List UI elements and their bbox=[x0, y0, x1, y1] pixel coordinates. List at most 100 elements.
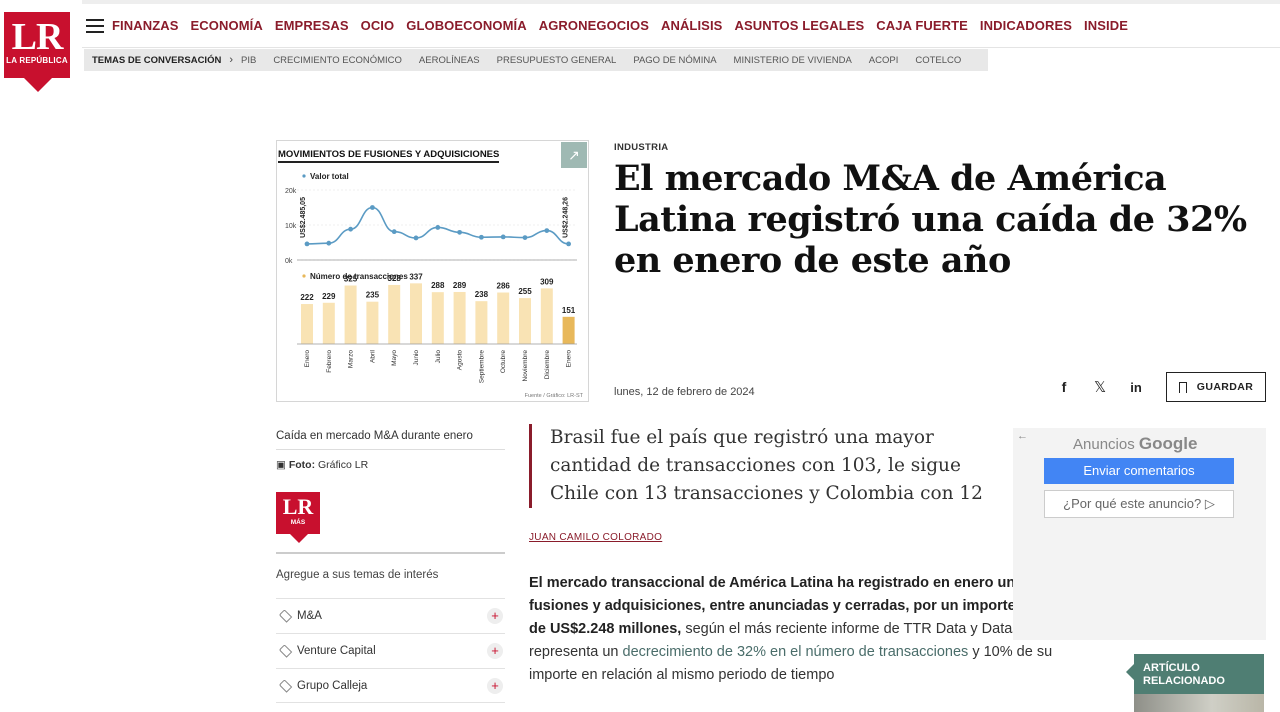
interest-tag-row[interactable]: Grupo Calleja + bbox=[276, 668, 505, 703]
value-point bbox=[391, 229, 397, 235]
send-feedback-button[interactable]: Enviar comentarios bbox=[1044, 458, 1234, 484]
chevron-right-icon: › bbox=[229, 54, 233, 66]
author-link[interactable]: JUAN CAMILO COLORADO bbox=[529, 532, 663, 543]
article-chart-figure[interactable]: Valor total 20k 10k 0k US$2.485,05 US$2.248,2… bbox=[276, 140, 589, 402]
bar-value-label: 286 bbox=[497, 282, 511, 291]
legend-marker bbox=[302, 174, 306, 178]
expand-icon[interactable]: ↗ bbox=[561, 142, 587, 168]
topic-link[interactable]: PIB bbox=[241, 54, 257, 66]
transaction-bar bbox=[540, 288, 553, 344]
nav-item[interactable]: FINANZAS bbox=[112, 18, 179, 33]
nav-item[interactable]: INSIDE bbox=[1084, 18, 1128, 33]
bar-value-label: 309 bbox=[540, 277, 554, 286]
nav-item[interactable]: EMPRESAS bbox=[274, 18, 349, 33]
topic-link[interactable]: MINISTERIO DE VIVIENDA bbox=[733, 54, 852, 66]
lr-mas-tail bbox=[290, 534, 308, 543]
site-logo[interactable]: LR LA REPÚBLICA bbox=[4, 12, 70, 92]
nav-item[interactable]: GLOBOECONOMÍA bbox=[406, 18, 527, 33]
ad-panel: ← Anuncios Google Enviar comentarios ¿Po… bbox=[1013, 428, 1266, 640]
tag-icon bbox=[278, 609, 293, 623]
nav-item[interactable]: ASUNTOS LEGALES bbox=[734, 18, 865, 33]
y-tick-label: 10k bbox=[285, 223, 297, 230]
photo-credit-value: Gráfico LR bbox=[318, 459, 369, 471]
article-section[interactable]: INDUSTRIA bbox=[614, 142, 669, 153]
category-label: Junio bbox=[413, 350, 420, 366]
chart-title: MOVIMIENTOS DE FUSIONES Y ADQUISICIONES bbox=[278, 149, 500, 163]
facebook-share-icon[interactable]: f bbox=[1061, 379, 1067, 395]
lr-mas-mark: LR bbox=[282, 494, 314, 519]
transaction-bar bbox=[453, 291, 466, 344]
value-point bbox=[304, 241, 310, 247]
x-share-icon[interactable]: 𝕏 bbox=[1093, 379, 1107, 396]
photo-credit-label: Foto: bbox=[288, 459, 316, 471]
main-nav: FINANZAS ECONOMÍA EMPRESAS OCIO GLOBOECO… bbox=[112, 18, 1140, 33]
logo-mark: LR bbox=[11, 16, 64, 58]
topic-link[interactable]: COTELCO bbox=[915, 54, 962, 66]
category-label: Julio bbox=[435, 350, 442, 364]
interest-tag-row[interactable]: Venture Capital + bbox=[276, 633, 505, 668]
tag-label: Venture Capital bbox=[297, 645, 376, 657]
topic-link[interactable]: PRESUPUESTO GENERAL bbox=[496, 54, 617, 66]
ad-title-brand: Google bbox=[1138, 434, 1198, 453]
nav-item[interactable]: OCIO bbox=[360, 18, 395, 33]
tag-icon bbox=[278, 644, 293, 658]
why-this-ad-button[interactable]: ¿Por qué este anuncio? ▷ bbox=[1044, 490, 1234, 518]
transaction-bar bbox=[431, 292, 444, 344]
transaction-bar bbox=[322, 302, 335, 344]
add-tag-icon[interactable]: + bbox=[487, 677, 503, 694]
transaction-bar bbox=[366, 301, 379, 344]
category-label: Mayo bbox=[391, 350, 398, 366]
add-tag-icon[interactable]: + bbox=[487, 643, 503, 659]
category-label: Febrero bbox=[326, 350, 333, 373]
value-point bbox=[500, 234, 506, 240]
interest-topics-label: Agregue a sus temas de interés bbox=[276, 569, 439, 581]
category-label: Enero bbox=[304, 350, 311, 368]
logo-subtitle: LA REPÚBLICA bbox=[6, 56, 68, 65]
topic-link[interactable]: ACOPI bbox=[868, 54, 899, 66]
add-tag-icon[interactable]: + bbox=[487, 608, 503, 624]
legend-marker bbox=[302, 274, 306, 278]
trending-topics-bar: TEMAS DE CONVERSACIÓN › PIB CRECIMIENTO … bbox=[84, 49, 988, 71]
save-button[interactable]: GUARDAR bbox=[1166, 372, 1266, 402]
camera-icon: ▣ bbox=[276, 459, 286, 471]
ad-title: Anuncios Google bbox=[1073, 434, 1197, 454]
lr-mas-logo[interactable]: LR MÁS bbox=[276, 492, 320, 546]
category-label: Noviembre bbox=[522, 350, 529, 382]
interest-tag-row[interactable]: M&A + bbox=[276, 598, 505, 633]
bar-value-label: 255 bbox=[518, 287, 532, 296]
body-text: según el más reciente informe de TTR Dat… bbox=[529, 621, 1072, 660]
category-label: Enero bbox=[566, 350, 573, 368]
figure-caption: Caída en mercado M&A durante enero bbox=[276, 430, 505, 450]
nav-item[interactable]: ECONOMÍA bbox=[190, 18, 263, 33]
related-article-thumbnail[interactable] bbox=[1134, 694, 1264, 712]
bar-value-label: 325 bbox=[344, 275, 358, 284]
transaction-bar bbox=[301, 304, 313, 344]
transaction-bar bbox=[562, 316, 575, 344]
transaction-bar bbox=[519, 298, 531, 344]
value-point bbox=[435, 225, 441, 230]
body-link[interactable]: decrecimiento de 32% en el número de tra… bbox=[622, 644, 969, 660]
bar-value-label: 222 bbox=[300, 293, 314, 302]
linkedin-share-icon[interactable]: in bbox=[1130, 379, 1142, 395]
bar-value-label: 337 bbox=[409, 272, 423, 281]
nav-item[interactable]: INDICADORES bbox=[979, 18, 1073, 33]
divider bbox=[276, 552, 505, 554]
tag-label: Grupo Calleja bbox=[297, 679, 368, 692]
lr-mas-subtitle: MÁS bbox=[290, 519, 306, 526]
topic-link[interactable]: AEROLÍNEAS bbox=[418, 54, 480, 66]
value-point bbox=[370, 205, 375, 210]
value-point bbox=[566, 241, 571, 247]
topic-link[interactable]: CRECIMIENTO ECONÓMICO bbox=[273, 54, 402, 66]
back-arrow-icon[interactable]: ← bbox=[1017, 430, 1028, 442]
value-point bbox=[413, 235, 419, 241]
chart-svg: Valor total 20k 10k 0k US$2.485,05 US$2.248,2… bbox=[285, 172, 584, 399]
nav-item[interactable]: AGRONEGOCIOS bbox=[538, 18, 649, 33]
legend-label: Valor total bbox=[310, 172, 349, 181]
body-lead: El mercado transaccional de América Lati… bbox=[529, 575, 1099, 637]
chart-source: Fuente / Gráfico: LR-ST bbox=[525, 393, 584, 399]
nav-item[interactable]: CAJA FUERTE bbox=[876, 18, 968, 33]
category-label: Marzo bbox=[348, 350, 355, 368]
menu-icon[interactable] bbox=[86, 18, 104, 33]
nav-item[interactable]: ANÁLISIS bbox=[660, 18, 723, 33]
topic-link[interactable]: PAGO DE NÓMINA bbox=[633, 54, 717, 66]
